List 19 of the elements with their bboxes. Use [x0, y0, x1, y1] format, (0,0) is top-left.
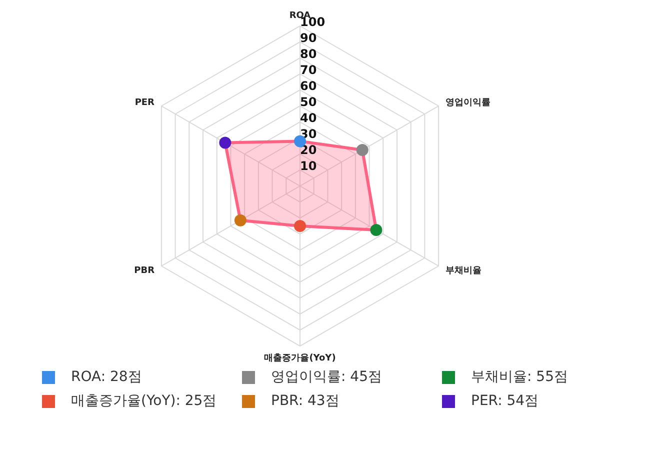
spoke-label: 부채비율 — [445, 266, 482, 276]
text: 영업이익률: 45점 — [271, 368, 382, 386]
text: PER: 54점 — [471, 392, 539, 410]
y-tick-label: 70 — [300, 63, 317, 77]
text: ROA: 28점 — [71, 368, 142, 386]
text: PBR: 43점 — [271, 392, 340, 410]
y-tick-label: 60 — [300, 79, 317, 93]
spoke-label: 매출증가율(YoY) — [264, 352, 336, 364]
y-tick-label: 80 — [300, 47, 317, 61]
spoke-label: 영업이익률 — [445, 98, 490, 108]
y-tick-label: 20 — [300, 143, 317, 157]
text: 부채비율: 55점 — [471, 368, 568, 386]
y-tick-label: 40 — [300, 111, 317, 125]
spoke-label: PBR — [134, 266, 155, 276]
text: 매출증가율(YoY): 25점 — [71, 392, 217, 410]
spoke-label: PER — [134, 98, 155, 108]
y-tick-label: 50 — [300, 95, 317, 109]
y-tick-label: 90 — [300, 31, 317, 45]
y-tick-label: 10 — [300, 159, 317, 173]
